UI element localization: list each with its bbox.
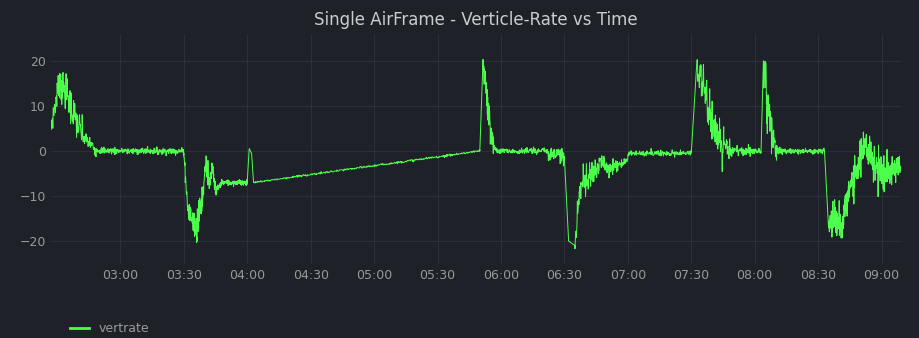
Legend: vertrate: vertrate bbox=[65, 317, 154, 338]
Title: Single AirFrame - Verticle-Rate vs Time: Single AirFrame - Verticle-Rate vs Time bbox=[313, 11, 638, 29]
